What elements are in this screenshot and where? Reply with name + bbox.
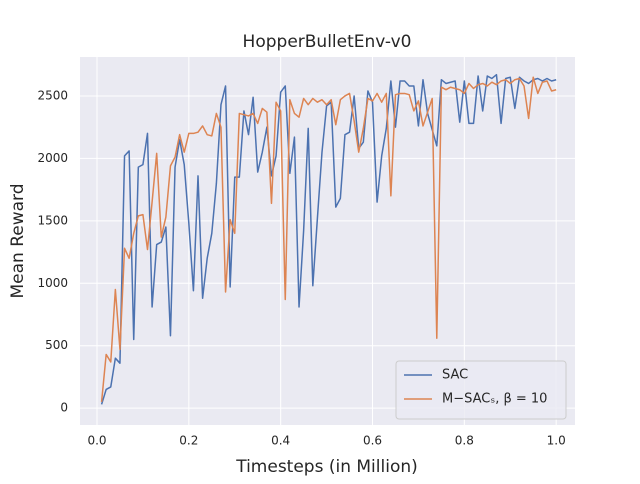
legend-box (395, 360, 567, 420)
x-tick-label: 0.4 (271, 434, 290, 448)
x-tick-label: 1.0 (547, 434, 566, 448)
y-tick-label: 2000 (37, 151, 68, 165)
y-tick-label: 500 (45, 338, 68, 352)
y-tick-label: 1000 (37, 276, 68, 290)
y-axis-label: Mean Reward (8, 183, 28, 298)
data-line (100, 73, 557, 405)
x-tick-label: 0.0 (87, 434, 106, 448)
x-tick-label: 0.2 (179, 434, 198, 448)
y-tick-label: 1500 (37, 213, 68, 227)
legend-label: SAC (442, 368, 468, 383)
y-tick-label: 2500 (37, 88, 68, 102)
y-tick-label: 0 (60, 401, 68, 415)
x-tick-label: 0.6 (363, 434, 382, 448)
data-line (100, 76, 557, 402)
legend-label: M−SACₛ, β = 10 (442, 392, 547, 407)
chart-title: HopperBulletEnv-v0 (243, 32, 412, 52)
legend: SAC M−SACₛ, β = 10 (395, 360, 567, 420)
x-axis-label: Timesteps (in Million) (235, 457, 418, 477)
x-tick-label: 0.8 (455, 434, 474, 448)
